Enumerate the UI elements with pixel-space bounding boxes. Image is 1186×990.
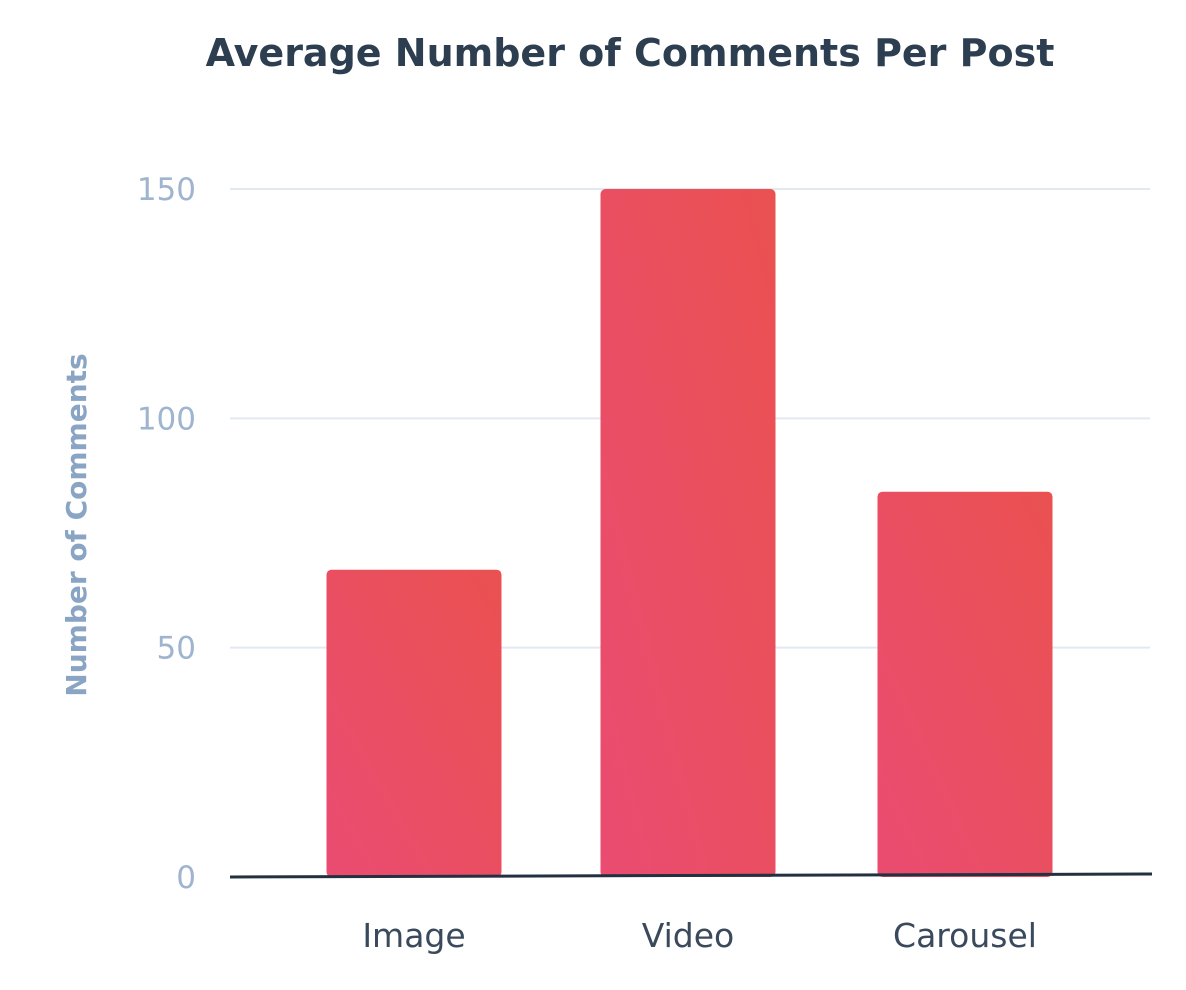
y-axis-label: Number of Comments xyxy=(60,353,93,696)
x-tick-label: Carousel xyxy=(893,916,1037,955)
x-axis-baseline xyxy=(229,872,1153,879)
y-axis-ticks: 0 50 100 150 xyxy=(137,172,196,896)
chart-title: Average Number of Comments Per Post xyxy=(206,31,1055,75)
x-tick-label: Video xyxy=(642,916,734,955)
y-tick-label: 50 xyxy=(157,631,196,667)
x-tick-label: Image xyxy=(362,916,465,955)
y-tick-label: 100 xyxy=(137,401,196,437)
bars xyxy=(326,189,1053,877)
bar-video xyxy=(600,189,776,877)
y-tick-label: 150 xyxy=(137,172,196,208)
bar-image xyxy=(326,569,502,877)
bar-carousel xyxy=(877,491,1053,877)
y-tick-label: 0 xyxy=(176,860,196,896)
x-axis-ticks: Image Video Carousel xyxy=(362,916,1037,955)
